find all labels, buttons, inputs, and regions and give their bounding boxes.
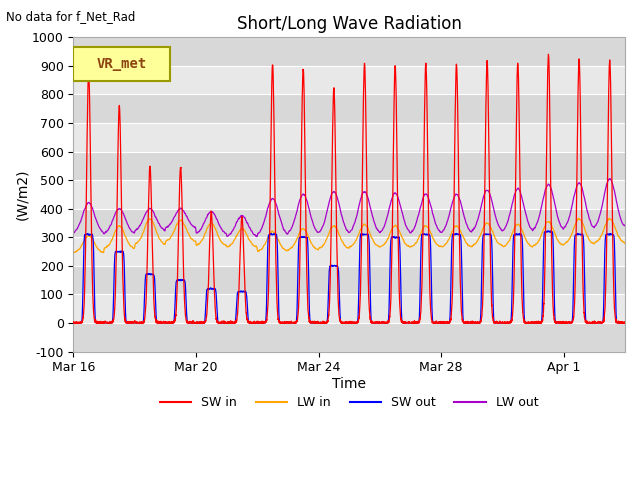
X-axis label: Time: Time [332,377,366,391]
Bar [74,294,625,323]
Text: VR_met: VR_met [97,57,147,71]
Bar [74,66,625,95]
Bar [74,37,625,66]
Bar [74,180,625,209]
Bar [74,237,625,266]
Bar [74,209,625,237]
Bar [74,123,625,152]
Title: Short/Long Wave Radiation: Short/Long Wave Radiation [237,15,461,33]
Bar [74,323,625,351]
FancyBboxPatch shape [74,47,170,81]
Legend: SW in, LW in, SW out, LW out: SW in, LW in, SW out, LW out [155,391,543,414]
Y-axis label: (W/m2): (W/m2) [15,168,29,220]
Bar [74,266,625,294]
Text: No data for f_Net_Rad: No data for f_Net_Rad [6,10,136,23]
Bar [74,152,625,180]
Bar [74,95,625,123]
